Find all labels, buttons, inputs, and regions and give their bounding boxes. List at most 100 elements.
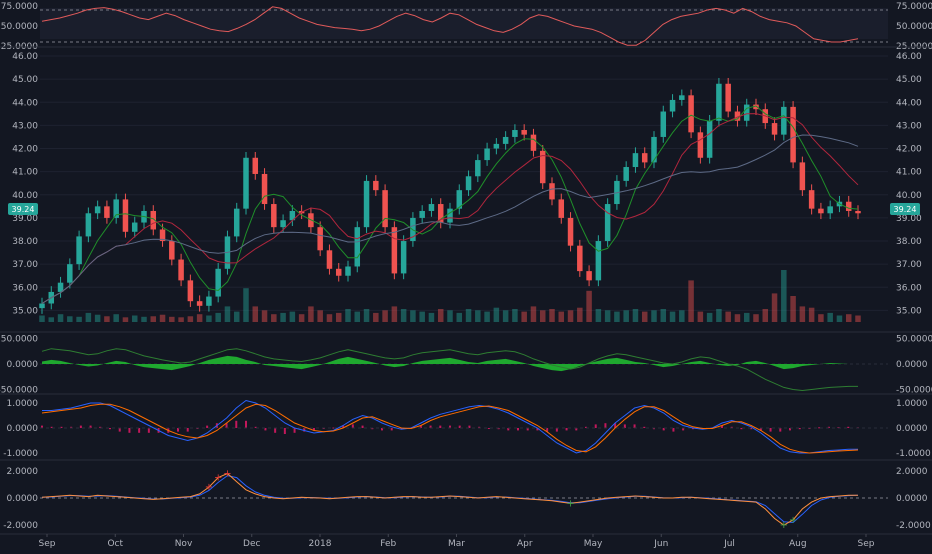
candle xyxy=(382,184,388,233)
candle-body xyxy=(428,204,435,211)
candle-body xyxy=(716,83,722,121)
volume-bar xyxy=(308,306,314,322)
volume-bar xyxy=(586,290,592,322)
candle-body xyxy=(669,99,676,112)
volume-bar xyxy=(131,315,138,322)
candle-body xyxy=(753,104,759,110)
volume-bar xyxy=(391,306,398,322)
oscillator-pane[interactable]: 50.0000 0.0000 -50.0000 50.0000 0.0000 -50.00… xyxy=(0,335,932,396)
macd-histogram-bar xyxy=(439,425,442,428)
volume-bar xyxy=(326,314,333,322)
candle xyxy=(539,145,546,189)
candle xyxy=(363,175,370,233)
candle-body xyxy=(549,183,555,200)
y-tick-label-right: 0.0000 xyxy=(896,360,928,370)
volume-bar xyxy=(104,316,110,322)
volume-bar xyxy=(697,311,704,322)
macd-histogram-bar xyxy=(361,425,364,428)
x-tick-label: Apr xyxy=(517,539,533,549)
candle xyxy=(437,198,444,229)
y-tick-label-left: 36.00 xyxy=(12,283,38,293)
macd-histogram-bar xyxy=(390,428,393,431)
macd-histogram-bar xyxy=(449,425,451,428)
macd-histogram-bar xyxy=(419,425,422,428)
candle xyxy=(827,200,833,220)
macd-histogram-bar xyxy=(458,425,461,428)
macd-histogram-bar xyxy=(128,428,131,433)
macd-histogram-bar xyxy=(99,426,102,428)
candle-body xyxy=(373,180,379,191)
candle-body xyxy=(243,157,249,209)
candle-body xyxy=(799,162,806,191)
momentum-marker-up: + xyxy=(205,482,213,493)
candle-body xyxy=(493,143,500,149)
macd-pane[interactable]: 1.0000 0.0000 -1.0000 1.0000 0.0000 -1.0000 xyxy=(3,399,931,459)
volume-bar xyxy=(799,306,806,322)
y-tick-label-right: 50.0000 xyxy=(896,22,932,32)
macd-histogram-bar xyxy=(759,428,762,431)
candle-body xyxy=(271,204,277,228)
momentum-marker-down: + xyxy=(566,498,574,509)
volume-bar xyxy=(845,314,852,322)
macd-histogram-bar xyxy=(245,420,247,428)
y-tick-label-left: 41.00 xyxy=(12,168,38,178)
macd-histogram-bar xyxy=(594,424,597,428)
candle-body xyxy=(326,250,333,269)
candle xyxy=(317,221,323,257)
volume-bar xyxy=(669,311,676,322)
candle xyxy=(271,198,277,233)
volume-bar xyxy=(781,270,787,322)
oscillator-envelope-line xyxy=(41,348,858,392)
volume-bar xyxy=(614,311,620,322)
y-tick-label-right: -1.0000 xyxy=(896,449,931,459)
candle-body xyxy=(845,201,852,211)
time-axis[interactable]: Sep Oct Nov Dec 2018 Feb Mar Apr May Jun Jul Aug Sep xyxy=(39,534,875,549)
candle-body xyxy=(586,271,592,281)
candle xyxy=(150,205,157,236)
candle-body xyxy=(790,106,796,163)
volume-bar xyxy=(76,316,82,322)
candle xyxy=(567,212,574,252)
x-tick-label: Jun xyxy=(653,539,668,549)
y-tick-label-right: 38.00 xyxy=(896,237,922,247)
candle xyxy=(679,89,685,106)
candle xyxy=(845,195,852,217)
volume-bar xyxy=(169,316,175,322)
volume-bar xyxy=(716,309,722,322)
volume-bar xyxy=(317,310,323,322)
candle xyxy=(326,244,333,275)
y-tick-label-right: 0.0000 xyxy=(896,424,928,434)
volume-bar xyxy=(512,309,518,322)
rsi-pane[interactable]: 75.000050.000025.000075.000050.000025.00… xyxy=(1,2,932,52)
candle-body xyxy=(196,301,203,306)
x-tick-label: Nov xyxy=(175,539,193,549)
candle xyxy=(818,202,824,220)
y-tick-label-left: 50.0000 xyxy=(1,22,38,32)
volume-bar xyxy=(595,309,602,322)
momentum-marker-down: + xyxy=(780,520,788,531)
y-tick-label-left: 50.0000 xyxy=(1,335,38,345)
candle xyxy=(373,175,379,196)
candle-body xyxy=(781,106,787,135)
candle xyxy=(456,184,463,215)
x-tick-label: Feb xyxy=(380,539,396,549)
macd-histogram-bar xyxy=(575,428,578,431)
macd-histogram-bar xyxy=(691,428,694,430)
candle-body xyxy=(187,280,194,302)
macd-histogram-bar xyxy=(147,428,150,433)
macd-signal-line xyxy=(41,403,859,454)
candle-body xyxy=(206,296,212,306)
volume-bar xyxy=(363,309,370,322)
candle xyxy=(734,105,741,127)
macd-histogram-bar xyxy=(79,425,82,428)
y-tick-label-right: -50.0000 xyxy=(896,385,932,395)
volume-bar xyxy=(67,316,73,322)
momentum-pane[interactable]: 2.0000 0.0000 -2.0000 2.0000 0.0000 -2.0000 +… xyxy=(3,467,931,531)
volume-bar xyxy=(521,311,527,322)
candle xyxy=(252,151,259,180)
y-tick-label-left: 0.0000 xyxy=(7,494,39,504)
volume-bar xyxy=(651,310,657,322)
price-pane[interactable]: 46.00 45.00 44.00 43.00 42.00 41.00 40.00 39.00… xyxy=(8,52,922,322)
